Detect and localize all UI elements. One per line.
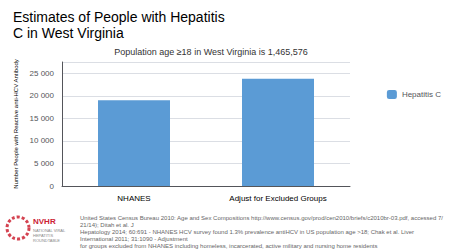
svg-text:Population age ≥18 in West Vir: Population age ≥18 in West Virginia is 1…	[114, 47, 308, 57]
svg-text:NVHR: NVHR	[33, 217, 56, 226]
svg-text:Number People with Reactive an: Number People with Reactive anti-HCV Ant…	[13, 59, 19, 189]
svg-text:HEPATITIS: HEPATITIS	[33, 233, 54, 238]
svg-text:15 000: 15 000	[30, 114, 55, 123]
svg-text:5 000: 5 000	[34, 159, 55, 168]
svg-text:Estimates of People with Hepat: Estimates of People with Hepatitis	[13, 9, 225, 25]
svg-text:25 000: 25 000	[30, 69, 55, 78]
svg-text:International 2011; 31:1090 -: International 2011; 31:1090 - Adjustment	[80, 236, 188, 242]
svg-text:Hepatology 2014; 60:691 - NHAN: Hepatology 2014; 60:691 - NHANES HCV sur…	[80, 229, 416, 235]
svg-text:C in West Virginia: C in West Virginia	[13, 25, 124, 41]
svg-text:20 000: 20 000	[30, 91, 55, 100]
svg-text:United States Census Bureau 20: United States Census Bureau 2010: Age an…	[80, 215, 443, 221]
svg-text:NHANES: NHANES	[117, 194, 150, 203]
svg-text:10 000: 10 000	[30, 136, 55, 145]
svg-text:0: 0	[50, 182, 55, 191]
svg-text:Adjust for Excluded Groups: Adjust for Excluded Groups	[229, 194, 326, 203]
svg-text:for groups excluded from NHANE: for groups excluded from NHANES includin…	[80, 243, 377, 249]
svg-text:NATIONAL VIRAL: NATIONAL VIRAL	[33, 228, 66, 233]
svg-text:Hepatitis C: Hepatitis C	[402, 90, 441, 99]
svg-text:21/14); Ditah et al. J: 21/14); Ditah et al. J	[80, 222, 134, 228]
svg-text:ROUNDTABLE: ROUNDTABLE	[33, 238, 60, 243]
